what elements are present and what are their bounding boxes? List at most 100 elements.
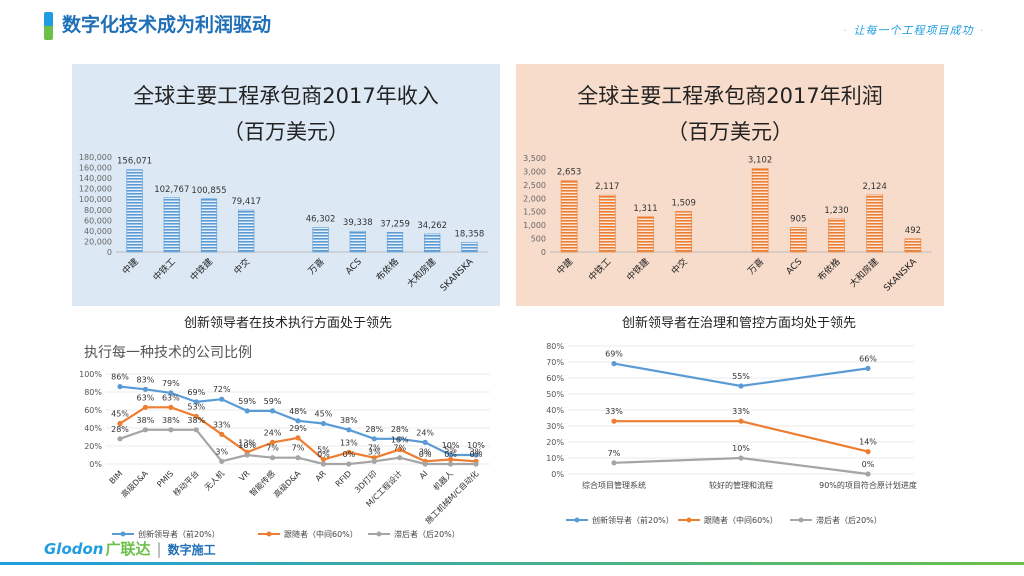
tech-data-label: 69% [187,388,205,397]
slogan: · 让每一个工程项目成功 · [843,24,984,37]
footer-gradient-line [0,562,1024,565]
tech-data-label: 83% [137,375,155,384]
gov-y-tick: 10% [546,454,564,463]
profit-bar [904,238,922,253]
tech-point [346,427,352,433]
profit-chart-panel: 全球主要工程承包商2017年利润 （百万美元） 0 500 1,000 1,500 2,… [516,64,944,306]
profit-bar-value-label: 1,311 [633,204,657,214]
caption-left: 创新领导者在技术执行方面处于领先 [184,316,393,331]
tech-category-label: BIM [108,469,125,486]
tech-point [371,436,377,442]
tech-point [473,452,479,458]
tech-y-tick: 20% [84,442,102,451]
tech-point [295,435,301,441]
tech-point [346,461,352,467]
tech-point [117,420,123,427]
gov-data-label: 55% [732,372,750,381]
profit-bar-value-label: 3,102 [748,156,772,166]
tech-data-label: 63% [137,393,155,402]
gov-data-label: 7% [608,449,621,458]
revenue-bar [349,230,366,253]
gov-point [865,365,871,371]
revenue-category-label: 中铁工 [150,256,178,284]
tech-point [397,447,403,453]
profit-category-label: 布依格 [815,256,843,284]
revenue-y-tick: 140,000 [79,174,112,183]
revenue-y-tick: 20,000 [84,237,112,246]
tech-point [244,452,250,458]
revenue-bar [312,227,329,253]
tech-adoption-chart-panel: 执行每一种技术的公司比例 0% 20% 40% 60% 80% 100% BIM 高级D&A P… [70,334,500,544]
gov-y-tick: 60% [546,374,564,383]
revenue-y-tick: 80,000 [84,206,112,215]
tech-data-label: 13% [238,438,256,447]
tech-legend-label: 跟随者（中间60%） [284,529,358,539]
tech-data-label: 24% [264,428,282,437]
profit-y-tick: 2,000 [523,194,546,203]
revenue-y-tick: 160,000 [79,164,112,173]
tech-point [168,390,174,396]
profit-bar-value-label: 492 [905,226,921,236]
gov-category-label: 90%的项目符合原计划进度 [819,480,917,490]
profit-bar [675,211,693,253]
tech-data-label: 29% [289,424,307,433]
gov-y-tick: 70% [546,358,564,367]
gov-legend-label: 跟随者（中间60%） [704,515,778,525]
tech-y-tick: 80% [84,388,102,397]
revenue-bar-value-label: 34,262 [417,221,447,231]
revenue-category-label: 中铁建 [188,256,216,284]
tech-data-label: 86% [111,373,129,382]
tech-data-label: 5% [444,446,457,455]
gov-category-label: 较好的管理和流程 [709,480,773,490]
tech-point [371,455,377,461]
tech-data-label: 10% [238,441,256,450]
tech-data-label: 45% [315,410,333,419]
gov-point [738,418,744,424]
tech-category-label: 机器人 [431,468,455,492]
tech-category-label: VR [237,469,251,483]
profit-category-label: SKANSKA [882,256,919,293]
revenue-chart-unit: （百万美元） [223,120,349,144]
profit-category-label: 中建 [554,256,575,277]
tech-category-label: AI [418,469,430,481]
gov-data-label: 10% [732,444,750,453]
tech-chart-title: 执行每一种技术的公司比例 [84,345,252,361]
profit-y-tick: 3,500 [523,154,546,163]
revenue-bar [163,197,180,253]
gov-y-tick: 0% [551,470,564,479]
tech-point [193,399,199,405]
tech-category-label: AR [314,469,328,483]
tech-point [269,439,276,445]
profit-y-tick: 3,000 [523,167,546,176]
tech-data-label: 38% [137,416,155,425]
revenue-y-tick: 180,000 [79,153,112,162]
profit-category-label: 中交 [669,256,690,277]
tech-data-label: 59% [264,397,282,406]
gov-data-label: 0% [862,460,875,469]
tech-data-label: 79% [162,379,180,388]
gov-point [611,460,617,466]
gov-data-label: 33% [732,407,750,416]
profit-y-tick: 1,000 [523,221,546,230]
tech-data-label: 0% [444,450,457,459]
tech-data-label: 45% [111,410,129,419]
profit-bar [789,227,807,253]
profit-y-tick: 1,500 [523,208,546,217]
profit-bar-value-label: 905 [790,215,806,225]
tech-data-label: 5% [317,446,330,455]
tech-point [244,408,250,414]
tech-point [193,413,199,419]
tech-point [269,455,276,461]
gov-point [865,449,871,455]
tech-point [219,396,225,402]
profit-bar [560,180,578,253]
gov-point [611,361,617,367]
revenue-category-label: 中交 [231,256,252,277]
revenue-category-label: 万喜 [305,256,326,277]
tech-point [447,461,454,467]
revenue-category-label: 中建 [119,256,140,277]
revenue-bar-value-label: 79,417 [231,197,261,207]
revenue-y-tick: 0 [107,248,112,257]
gov-y-tick: 40% [546,406,564,415]
profit-bar-value-label: 1,230 [824,206,848,216]
